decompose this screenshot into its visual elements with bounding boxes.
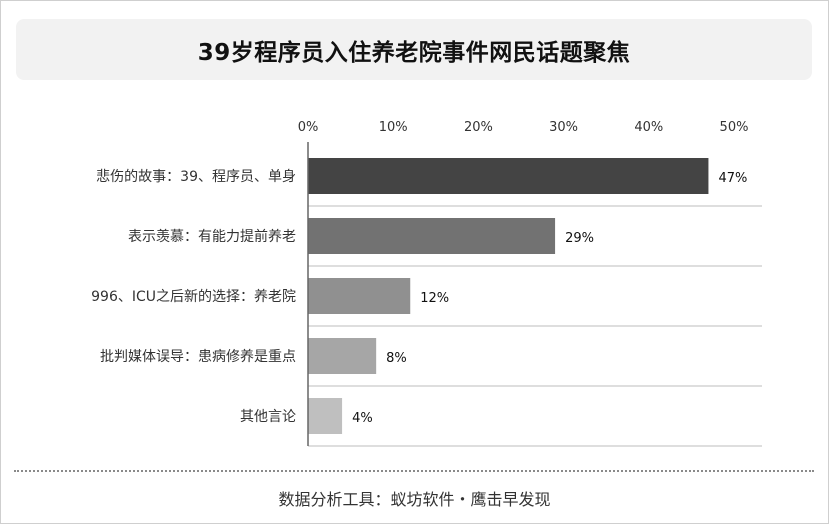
- category-label: 悲伤的故事：39、程序员、单身: [96, 168, 296, 185]
- bar-chart: 0% 10% 20% 30% 40% 50% 悲伤的故事：39、程序员、单身 47% 表示羡慕：…: [91, 120, 762, 447]
- category-label: 表示羡慕：有能力提前养老: [128, 228, 296, 245]
- footer-divider: [14, 470, 814, 472]
- category-label: 其他言论: [240, 409, 296, 425]
- title-banner: 39岁程序员入住养老院事件网民话题聚焦: [16, 19, 812, 80]
- category-label: 批判媒体误导：患病修养是重点: [100, 349, 296, 365]
- value-label: 12%: [420, 291, 449, 306]
- bar: [308, 338, 377, 374]
- bar: [308, 398, 343, 434]
- x-tick-label: 40%: [634, 120, 663, 135]
- x-tick-label: 50%: [720, 120, 749, 135]
- chart-title: 39岁程序员入住养老院事件网民话题聚焦: [197, 39, 631, 66]
- bar: [308, 158, 709, 194]
- value-label: 8%: [386, 351, 407, 366]
- value-label: 47%: [718, 171, 747, 186]
- x-tick-label: 30%: [549, 120, 578, 135]
- bar: [308, 278, 411, 314]
- value-label: 4%: [352, 411, 373, 426]
- value-label: 29%: [565, 231, 594, 246]
- footer-source: 数据分析工具：蚁坊软件・鹰击早发现: [278, 490, 551, 509]
- category-label: 996、ICU之后新的选择：养老院: [91, 289, 296, 305]
- x-tick-label: 10%: [379, 120, 408, 135]
- bar: [308, 218, 556, 254]
- x-tick-label: 20%: [464, 120, 493, 135]
- x-tick-label: 0%: [298, 120, 319, 135]
